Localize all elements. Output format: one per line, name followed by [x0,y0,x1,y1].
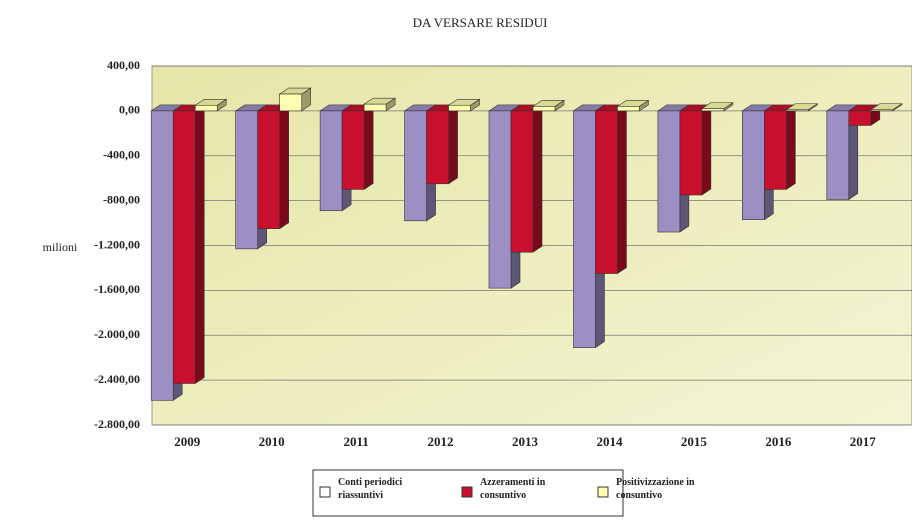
y-tick-label: -2.800,00 [94,417,140,431]
bar [278,87,312,112]
legend-label: Azzeramenti in consuntivo [480,477,546,501]
x-tick-label: 2017 [850,434,877,449]
bar-side [701,104,712,196]
bar-front [532,106,556,112]
y-tick-label: 400,00 [107,58,140,72]
bar-front [257,110,280,229]
bar-front [764,110,787,190]
bar-front [657,110,681,233]
bar-front [679,110,703,196]
y-tick-label: -2.400,00 [94,372,140,386]
bar [425,104,459,185]
x-tick-label: 2010 [259,434,285,449]
bar-front [742,110,765,220]
bar-side [279,104,289,230]
x-tick-label: 2016 [765,434,792,449]
bar-side [194,104,205,385]
bar [447,98,481,112]
bar-front [595,110,618,274]
x-tick-label: 2013 [512,434,539,449]
bar-front [150,110,174,401]
bar-front [426,110,449,185]
legend-swatch [319,486,331,498]
bar [532,99,565,112]
bar [785,103,819,112]
x-tick-label: 2015 [681,434,708,449]
bar-front [363,103,387,112]
bar-side [532,104,543,253]
x-tick-label: 2011 [343,434,368,449]
bar-front [786,109,809,112]
bar [678,104,712,196]
y-tick-label: -1.200,00 [94,237,140,251]
y-tick-label: 0,00 [119,103,140,117]
bar-front [341,110,365,190]
legend-label: Conti periodici riassuntivi [338,477,402,501]
y-tick-label: -1.600,00 [94,282,140,296]
bar [363,97,397,112]
legend-swatch [597,486,609,498]
bar-front [870,109,894,112]
bar [763,104,797,190]
bar-front [319,110,343,212]
bar-front [573,110,596,348]
bar-front [235,110,258,250]
bar-front [404,110,427,222]
legend-swatch [461,486,473,498]
bar [194,98,228,112]
chart-title: DA VERSARE RESIDUI [413,15,548,30]
bar [594,104,628,275]
x-tick-label: 2014 [596,434,623,449]
legend-label: Positivizzazione in consuntivo [616,477,695,501]
bar-front [194,104,218,112]
bar-front [848,110,872,126]
bar-side [617,104,627,275]
bar [700,102,734,112]
y-tick-label: -400,00 [103,148,140,162]
bar [256,104,290,230]
y-axis-label: milioni [43,240,78,254]
bar [341,104,375,190]
bar [869,103,903,112]
bar [825,104,859,201]
bar-front [488,110,512,289]
bar-front [448,104,471,112]
bar-side [448,104,458,185]
bar-front [510,110,534,253]
bar-side [786,104,796,190]
bar [616,99,650,112]
bar-front [617,106,640,112]
bar-side [363,104,374,190]
x-tick-label: 2012 [428,434,454,449]
bar-front [701,108,725,112]
bar [510,104,543,253]
y-tick-label: -800,00 [103,192,140,206]
x-tick-label: 2009 [174,434,201,449]
bar-front [279,93,302,112]
bar-front [172,110,196,384]
y-tick-label: -2.000,00 [94,327,140,341]
bar-front [826,110,850,200]
bar [172,104,206,385]
